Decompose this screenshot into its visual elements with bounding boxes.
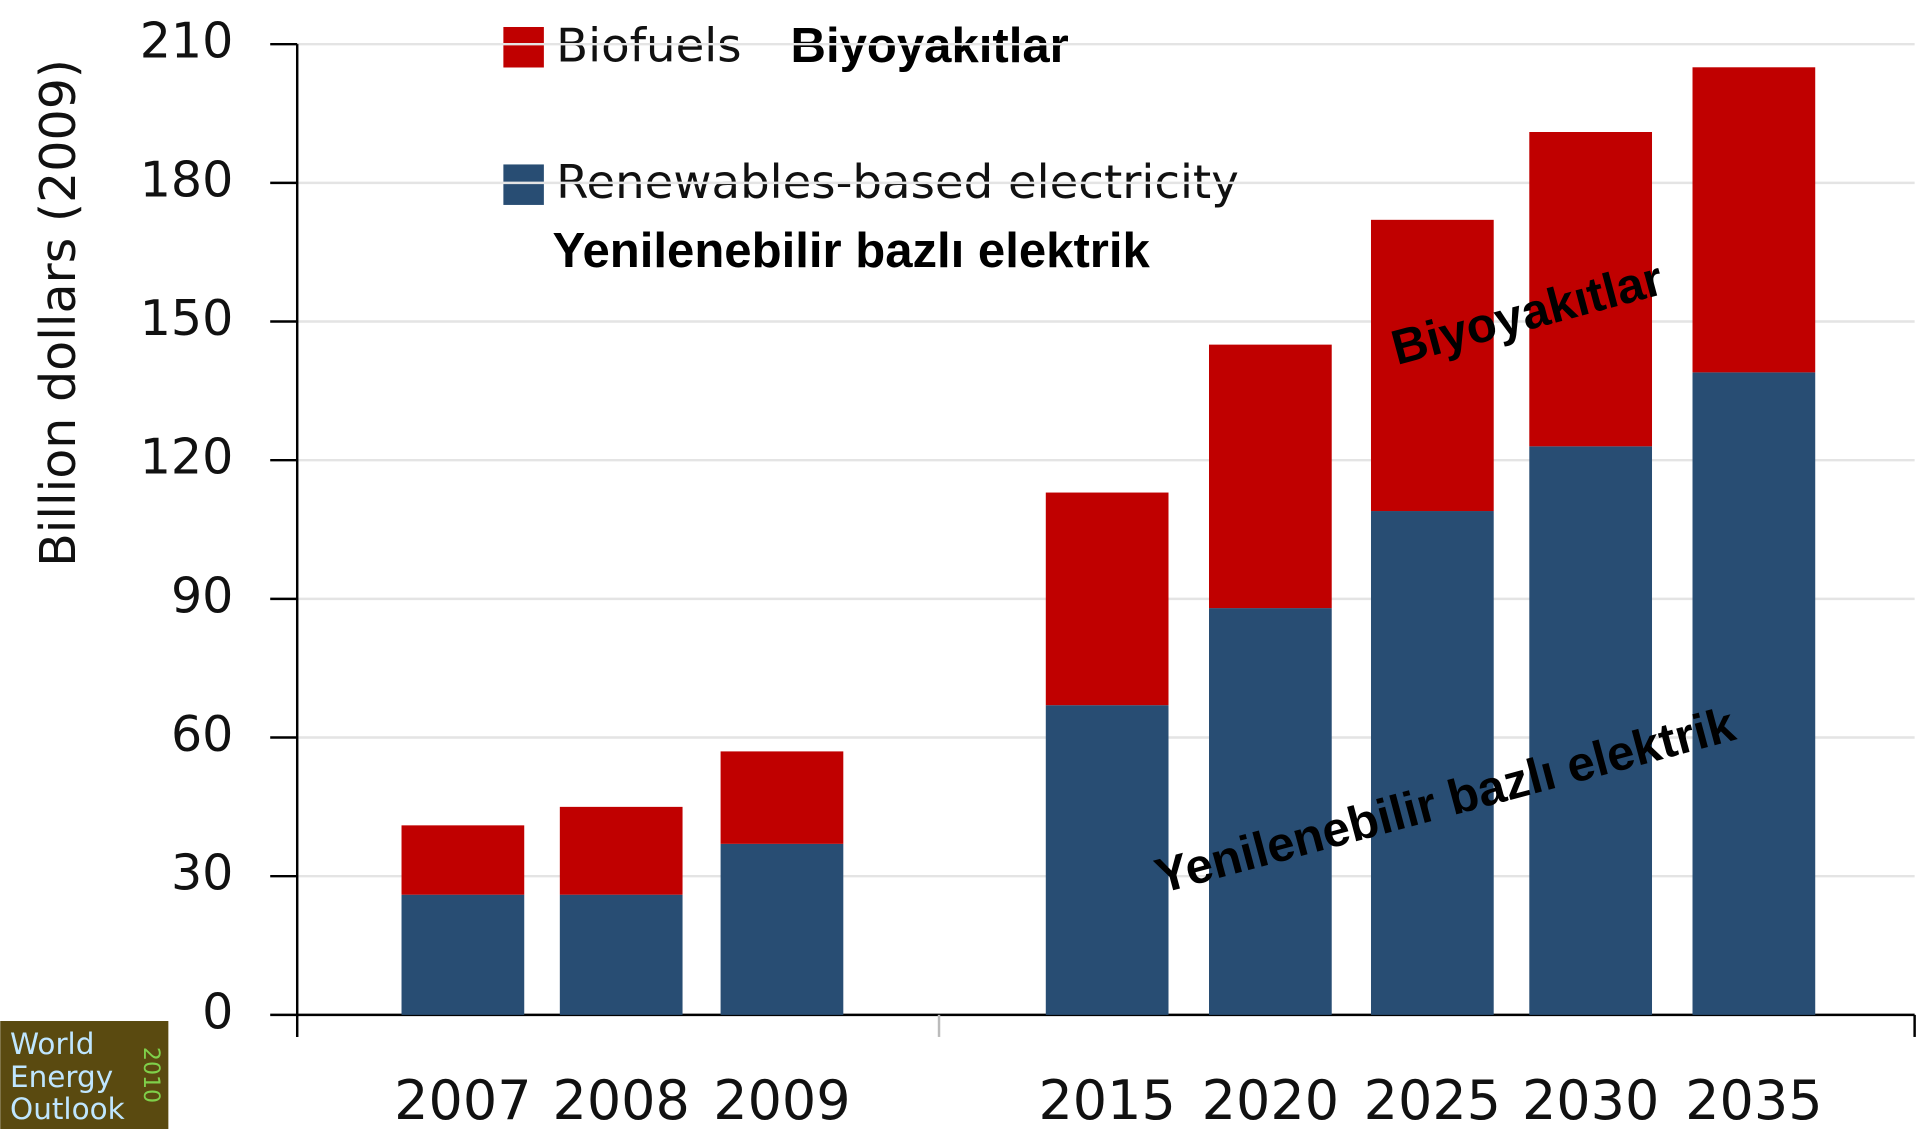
logo-text: Energy xyxy=(10,1060,113,1094)
y-tick-label: 30 xyxy=(171,844,233,902)
bar-segment xyxy=(1529,132,1653,447)
y-tick-label: 90 xyxy=(171,566,233,624)
y-tick-label: 60 xyxy=(171,705,233,763)
y-tick-label: 180 xyxy=(140,150,234,208)
bar-segment xyxy=(1692,67,1816,373)
x-tick-label: 2007 xyxy=(394,1069,531,1129)
bar-segment xyxy=(720,843,844,1015)
x-tick-label: 2008 xyxy=(552,1069,689,1129)
logo: World Energy Outlook 2010 xyxy=(0,1021,169,1129)
bar-segment xyxy=(559,806,683,895)
logo-text: World xyxy=(10,1027,94,1061)
bar-segment xyxy=(401,825,525,895)
y-tick-label: 120 xyxy=(140,428,234,486)
bar-segment xyxy=(720,751,844,844)
y-tick-label: 0 xyxy=(202,982,233,1040)
y-tick-label: 210 xyxy=(140,12,234,70)
x-tick-label: 2009 xyxy=(713,1069,850,1129)
x-tick-label: 2020 xyxy=(1202,1069,1339,1129)
x-tick-label: 2015 xyxy=(1038,1069,1175,1129)
bar-segment xyxy=(1370,219,1494,512)
bar-segment xyxy=(1692,372,1816,1015)
bar-segment xyxy=(1209,608,1332,1015)
logo-year: 2010 xyxy=(138,1047,163,1103)
logo-bg xyxy=(0,1021,169,1129)
legend-label: Biofuels xyxy=(556,19,741,73)
x-tick-label: 2030 xyxy=(1522,1069,1659,1129)
bar-segment xyxy=(1045,492,1169,706)
bar-segment xyxy=(1209,344,1332,609)
y-axis-label: Billion dollars (2009) xyxy=(29,59,87,567)
bar-segment xyxy=(401,894,525,1015)
bar-segment xyxy=(1370,511,1494,1015)
bar-segment xyxy=(1045,705,1169,1015)
legend-swatch xyxy=(503,164,544,205)
x-tick-label: 2025 xyxy=(1364,1069,1501,1129)
legend-translation: Yenilenebilir bazlı elektrik xyxy=(552,224,1150,278)
y-tick-label: 150 xyxy=(140,289,234,347)
logo-text: Outlook xyxy=(10,1092,125,1126)
bar-segment xyxy=(1529,446,1653,1015)
bar-segment xyxy=(559,894,683,1015)
legend-translation: Biyoyakıtlar xyxy=(791,19,1069,73)
x-tick-label: 2035 xyxy=(1685,1069,1822,1129)
legend-swatch xyxy=(503,26,544,68)
